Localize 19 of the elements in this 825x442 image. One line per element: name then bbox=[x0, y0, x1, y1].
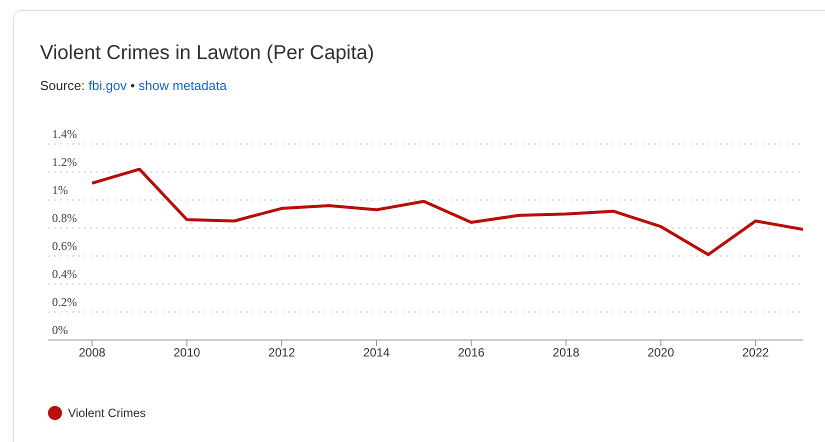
y-tick-label: 1.2% bbox=[52, 155, 77, 169]
y-tick-label: 0.8% bbox=[52, 211, 77, 225]
y-tick-label: 0.4% bbox=[52, 267, 77, 281]
x-tick-label: 2014 bbox=[363, 346, 390, 360]
x-tick-label: 2020 bbox=[647, 346, 674, 360]
chart-subtitle: Source: fbi.gov • show metadata bbox=[40, 78, 227, 93]
legend-label: Violent Crimes bbox=[67, 406, 146, 420]
x-tick-label: 2012 bbox=[268, 346, 296, 360]
y-tick-label: 0.6% bbox=[52, 239, 77, 253]
chart-title: Violent Crimes in Lawton (Per Capita) bbox=[40, 42, 374, 65]
x-tick-label: 2022 bbox=[742, 346, 770, 360]
y-tick-label: 1.4% bbox=[52, 127, 77, 141]
y-tick-label: 0.2% bbox=[52, 295, 77, 309]
x-tick-label: 2010 bbox=[174, 346, 201, 360]
x-tick-label: 2016 bbox=[458, 346, 485, 360]
x-tick-label: 2008 bbox=[78, 346, 106, 360]
x-tick-label: 2018 bbox=[552, 346, 580, 360]
y-tick-label: 1% bbox=[52, 183, 68, 197]
y-tick-label: 0% bbox=[52, 323, 68, 337]
